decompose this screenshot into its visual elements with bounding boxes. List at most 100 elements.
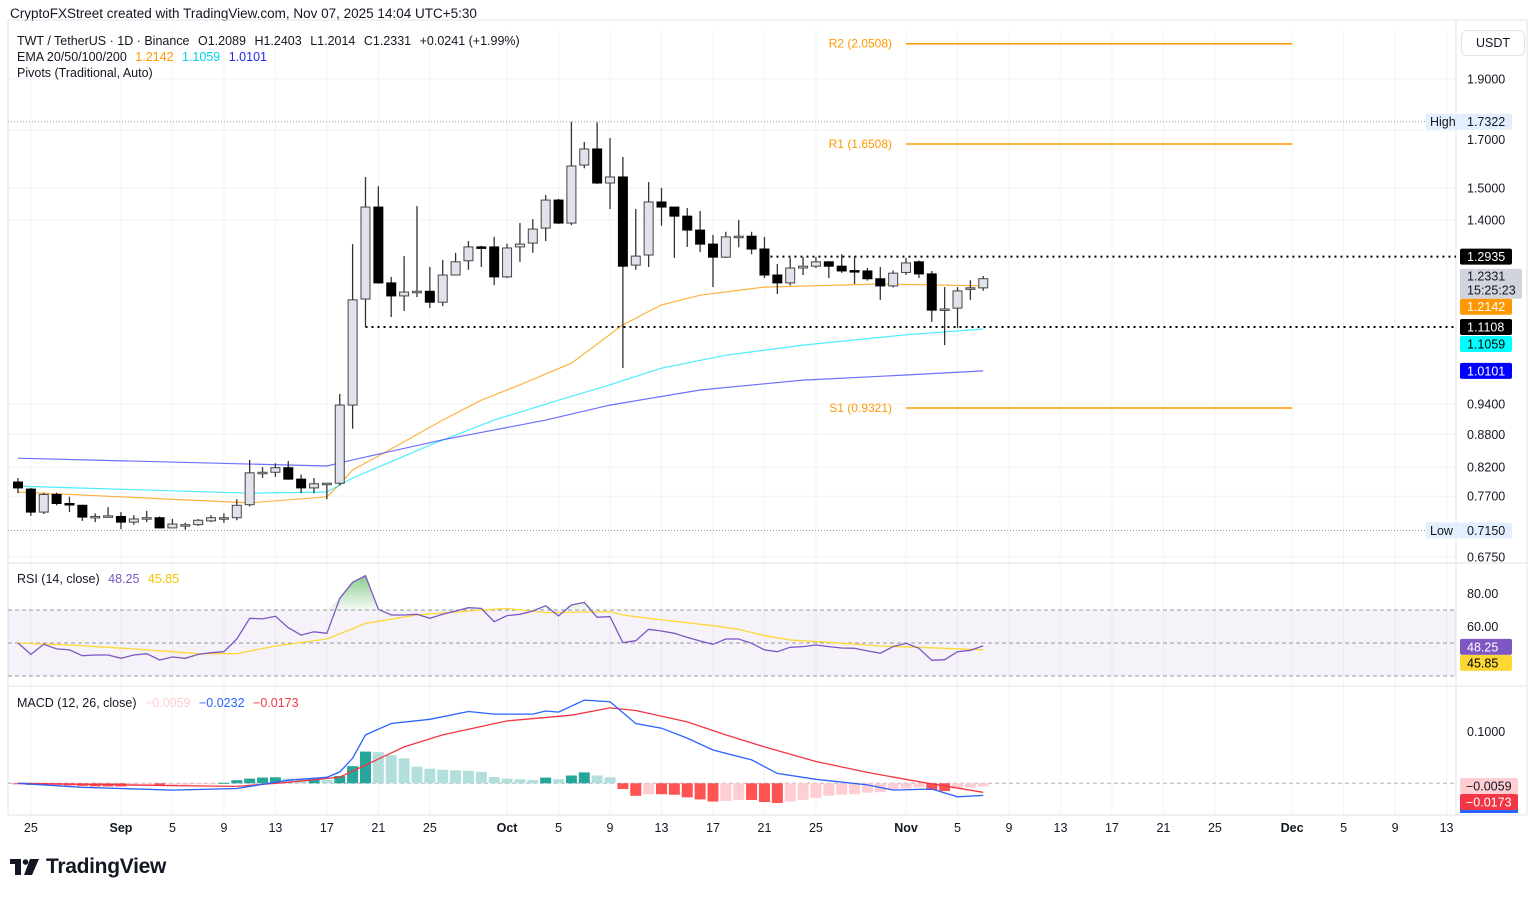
candle bbox=[540, 195, 551, 242]
candle bbox=[51, 492, 62, 506]
candle bbox=[785, 257, 796, 286]
level-2-label-bg bbox=[1460, 318, 1512, 335]
candle-body bbox=[450, 261, 461, 276]
ema20-value: 1.2142 bbox=[135, 50, 174, 64]
macd-histogram-bar bbox=[668, 783, 680, 795]
candle bbox=[77, 504, 88, 521]
legend-macd-row[interactable]: MACD (12, 26, close) −0.0059 −0.0232 −0.… bbox=[17, 696, 304, 710]
macd-histogram-bar bbox=[720, 783, 732, 801]
high-value-label-bg bbox=[1460, 113, 1512, 130]
macd-histogram-bar bbox=[372, 752, 384, 784]
candle-body bbox=[218, 517, 229, 520]
macd-histogram-bar bbox=[604, 777, 616, 784]
candle bbox=[798, 257, 809, 276]
price-axis-label: 0.8200 bbox=[1467, 461, 1505, 475]
candle-body bbox=[90, 515, 101, 519]
candle-body bbox=[309, 483, 320, 489]
candle-body bbox=[566, 165, 577, 224]
rsi-pane[interactable] bbox=[8, 574, 1456, 677]
candle bbox=[489, 236, 500, 286]
legend-pivots-row[interactable]: Pivots (Traditional, Auto) bbox=[17, 66, 158, 80]
candle-body bbox=[669, 206, 680, 217]
candle bbox=[334, 393, 345, 486]
x-axis-label: 25 bbox=[24, 821, 38, 835]
candle-body bbox=[489, 246, 500, 278]
axes: 25 Sep 5 9 13 17 21 25 Oct 5 9 13 17 21 25 Nov 5 9 13 17 21 2… bbox=[24, 73, 1522, 835]
candle-body bbox=[592, 148, 603, 184]
price-axis-label: 0.7700 bbox=[1467, 490, 1505, 504]
x-axis-label: 9 bbox=[607, 821, 614, 835]
macd-histogram-bar bbox=[540, 777, 552, 784]
candle bbox=[926, 270, 937, 322]
candle-body bbox=[296, 478, 307, 489]
macd-histogram-bar bbox=[565, 775, 577, 784]
macd-histogram-bar bbox=[334, 776, 346, 784]
macd-label: MACD (12, 26, close) bbox=[17, 696, 137, 710]
candle bbox=[347, 244, 358, 429]
candle bbox=[206, 515, 217, 523]
macd-histogram-bar bbox=[437, 769, 449, 784]
candle-body bbox=[360, 206, 371, 300]
candle bbox=[759, 236, 770, 279]
level-2-label: 1.1108 bbox=[1467, 320, 1504, 334]
macd-pane[interactable] bbox=[8, 699, 1456, 804]
candle bbox=[566, 121, 577, 226]
candle-body bbox=[720, 236, 731, 258]
x-axis-label: 21 bbox=[371, 821, 385, 835]
x-axis-label: 9 bbox=[1392, 821, 1399, 835]
macd-histogram-bar bbox=[192, 783, 204, 785]
x-axis-label: 25 bbox=[1208, 821, 1222, 835]
x-axis-label: 17 bbox=[706, 821, 720, 835]
candle-body bbox=[733, 235, 744, 239]
candle-body bbox=[180, 524, 191, 527]
x-axis-label: Nov bbox=[894, 821, 918, 835]
pane-frame bbox=[7, 19, 1528, 816]
candle-body bbox=[849, 270, 860, 273]
macd-histogram-bar bbox=[656, 783, 667, 795]
macd-histogram-bar bbox=[630, 783, 642, 796]
macd-histogram-bar bbox=[385, 755, 397, 784]
x-axis-label: 21 bbox=[758, 821, 772, 835]
rsi-ma-value-label: 45.85 bbox=[1467, 656, 1498, 670]
macd-hist-value-bg bbox=[1460, 778, 1518, 794]
candle bbox=[244, 459, 255, 507]
macd-histogram-bar bbox=[913, 783, 925, 788]
currency-button[interactable]: USDT bbox=[1461, 30, 1525, 56]
candle bbox=[424, 266, 435, 309]
rsi-label: RSI (14, close) bbox=[17, 572, 100, 586]
rsi-value-label-bg bbox=[1460, 638, 1512, 655]
candle-body bbox=[103, 515, 114, 518]
macd-line-value: −0.0232 bbox=[199, 696, 245, 710]
candle-body bbox=[424, 290, 435, 303]
candle bbox=[115, 512, 126, 530]
x-axis-label: 17 bbox=[320, 821, 334, 835]
candle bbox=[463, 241, 474, 270]
candle bbox=[128, 515, 139, 525]
symbol-title[interactable]: TWT / TetherUS · 1D · Binance bbox=[17, 34, 190, 48]
legend-ema-row[interactable]: EMA 20/50/100/200 1.2142 1.1059 1.0101 bbox=[17, 50, 272, 64]
macd-histogram-bar bbox=[758, 783, 770, 803]
macd-histogram-bar bbox=[733, 783, 745, 800]
tradingview-logo[interactable]: TradingView bbox=[10, 855, 166, 879]
ema20-axis-label-bg bbox=[1460, 298, 1512, 315]
candle-body bbox=[707, 243, 718, 258]
candle bbox=[720, 231, 731, 258]
ema20-axis-label: 1.2142 bbox=[1467, 300, 1505, 314]
candle-body bbox=[437, 274, 448, 303]
candle bbox=[605, 138, 616, 209]
candle-body bbox=[154, 517, 165, 529]
rsi-value-label: 48.25 bbox=[1467, 640, 1498, 654]
candle bbox=[772, 264, 783, 294]
price-pane[interactable]: R2 (2.0508) R1 (1.6508) S1 (0.9321) bbox=[8, 37, 1456, 531]
macd-histogram-bar bbox=[643, 783, 655, 795]
candle-body bbox=[51, 493, 62, 504]
legend-rsi-row[interactable]: RSI (14, close) 48.25 45.85 bbox=[17, 572, 184, 586]
candle-body bbox=[270, 467, 281, 473]
macd-histogram-bar bbox=[501, 778, 513, 784]
high-label: High bbox=[1430, 115, 1456, 129]
candle bbox=[103, 507, 114, 518]
price-axis-label: 0.6750 bbox=[1467, 551, 1505, 565]
macd-histogram-bar bbox=[166, 783, 178, 786]
candle-body bbox=[875, 278, 886, 287]
